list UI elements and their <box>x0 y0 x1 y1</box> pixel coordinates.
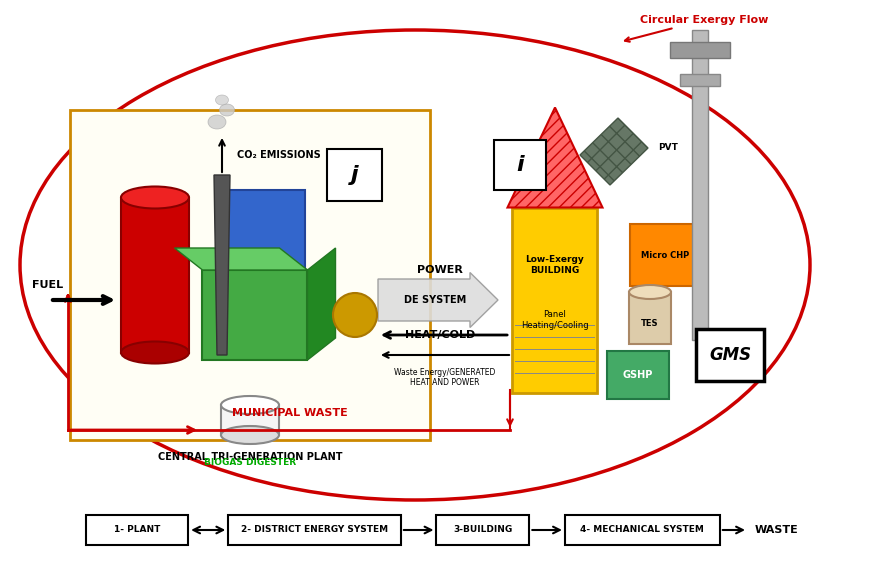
Bar <box>494 140 546 190</box>
Text: PVT: PVT <box>658 143 678 152</box>
Text: GSHP: GSHP <box>623 370 653 380</box>
Bar <box>87 515 189 545</box>
Text: FUEL: FUEL <box>33 280 64 290</box>
Bar <box>629 292 671 344</box>
Bar <box>228 515 400 545</box>
Polygon shape <box>307 248 336 360</box>
Bar <box>328 149 383 201</box>
Text: i: i <box>517 155 524 175</box>
Text: Micro CHP: Micro CHP <box>641 250 689 259</box>
Text: TES: TES <box>641 319 659 328</box>
Text: GMS: GMS <box>709 346 751 364</box>
Text: BIOGAS DIGESTER: BIOGAS DIGESTER <box>204 458 296 467</box>
FancyArrow shape <box>378 272 498 328</box>
Polygon shape <box>580 118 648 185</box>
Bar <box>512 208 597 393</box>
Text: Circular Exergy Flow: Circular Exergy Flow <box>625 15 768 42</box>
Text: Low-Exergy
BUILDING: Low-Exergy BUILDING <box>525 255 585 275</box>
Bar <box>225 190 305 290</box>
Bar <box>70 110 430 440</box>
Text: 4- MECHANICAL SYSTEM: 4- MECHANICAL SYSTEM <box>580 526 704 535</box>
Text: 3-BUILDING: 3-BUILDING <box>454 526 512 535</box>
Bar <box>692 30 708 340</box>
Ellipse shape <box>221 396 279 414</box>
Text: CENTRAL TRI-GENERATION PLANT: CENTRAL TRI-GENERATION PLANT <box>158 452 342 462</box>
Bar <box>203 270 307 360</box>
Text: HEAT/COLD: HEAT/COLD <box>405 330 475 340</box>
Text: 1- PLANT: 1- PLANT <box>114 526 160 535</box>
Ellipse shape <box>215 95 229 105</box>
Circle shape <box>333 293 377 337</box>
Text: Waste Energy/GENERATED
HEAT AND POWER: Waste Energy/GENERATED HEAT AND POWER <box>394 368 495 387</box>
Ellipse shape <box>121 187 189 209</box>
Ellipse shape <box>208 115 226 129</box>
Bar <box>630 224 700 286</box>
Bar <box>670 42 730 58</box>
Polygon shape <box>214 175 230 355</box>
Polygon shape <box>175 248 307 270</box>
Bar <box>680 74 720 86</box>
Bar <box>607 351 669 399</box>
Bar <box>696 329 764 381</box>
Text: j: j <box>351 165 359 185</box>
Text: MUNICIPAL WASTE: MUNICIPAL WASTE <box>232 408 348 418</box>
Text: WASTE: WASTE <box>755 525 798 535</box>
Ellipse shape <box>221 426 279 444</box>
Polygon shape <box>508 108 602 208</box>
Text: 2- DISTRICT ENERGY SYSTEM: 2- DISTRICT ENERGY SYSTEM <box>241 526 388 535</box>
Bar <box>121 197 189 352</box>
Bar <box>564 515 719 545</box>
Ellipse shape <box>629 285 671 299</box>
Text: DE SYSTEM: DE SYSTEM <box>404 295 466 305</box>
Text: CO₂ EMISSIONS: CO₂ EMISSIONS <box>237 150 321 160</box>
Bar <box>436 515 529 545</box>
Ellipse shape <box>121 341 189 364</box>
Ellipse shape <box>220 104 235 116</box>
Text: POWER: POWER <box>417 265 463 275</box>
Text: Panel
Heating/Cooling: Panel Heating/Cooling <box>521 310 589 330</box>
Bar <box>221 405 279 435</box>
